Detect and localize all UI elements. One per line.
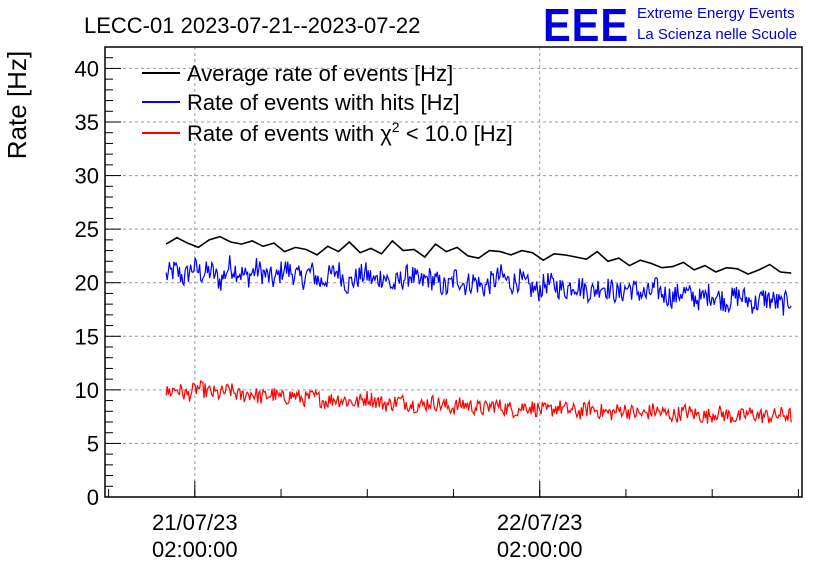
y-tick-label: 30 bbox=[75, 164, 99, 189]
plot-frame bbox=[104, 46, 803, 498]
y-tick-label: 15 bbox=[75, 324, 99, 349]
series-line-chi2 bbox=[165, 379, 792, 424]
chart-title: LECC-01 2023-07-21--2023-07-22 bbox=[84, 13, 420, 38]
eee-logo: EEE bbox=[543, 0, 629, 51]
x-tick-time-label: 02:00:00 bbox=[497, 537, 583, 562]
legend-label-hits: Rate of events with hits [Hz] bbox=[187, 90, 460, 115]
y-tick-label: 25 bbox=[75, 217, 99, 242]
legend-label-average: Average rate of events [Hz] bbox=[187, 61, 453, 86]
y-tick-label: 5 bbox=[87, 431, 99, 456]
series-layer bbox=[165, 235, 792, 424]
x-tick-date-label: 21/07/23 bbox=[152, 510, 238, 535]
legend-label-chi2: Rate of events with χ2 < 10.0 [Hz] bbox=[187, 119, 513, 146]
legend: Average rate of events [Hz] Rate of even… bbox=[142, 61, 513, 146]
axes: 051015202530354021/07/2302:00:0022/07/23… bbox=[75, 46, 803, 562]
y-tick-label: 35 bbox=[75, 110, 99, 135]
eee-logo-line1: Extreme Energy Events bbox=[637, 5, 795, 22]
eee-logo-line2: La Scienza nelle Scuole bbox=[637, 26, 797, 43]
series-line-average bbox=[165, 235, 792, 275]
y-axis-title: Rate [Hz] bbox=[2, 51, 32, 159]
series-line-hits bbox=[165, 255, 792, 316]
y-tick-label: 40 bbox=[75, 56, 99, 81]
y-tick-label: 0 bbox=[87, 485, 99, 510]
x-tick-time-label: 02:00:00 bbox=[152, 537, 238, 562]
x-tick-date-label: 22/07/23 bbox=[497, 510, 583, 535]
y-tick-label: 20 bbox=[75, 271, 99, 296]
y-tick-label: 10 bbox=[75, 378, 99, 403]
